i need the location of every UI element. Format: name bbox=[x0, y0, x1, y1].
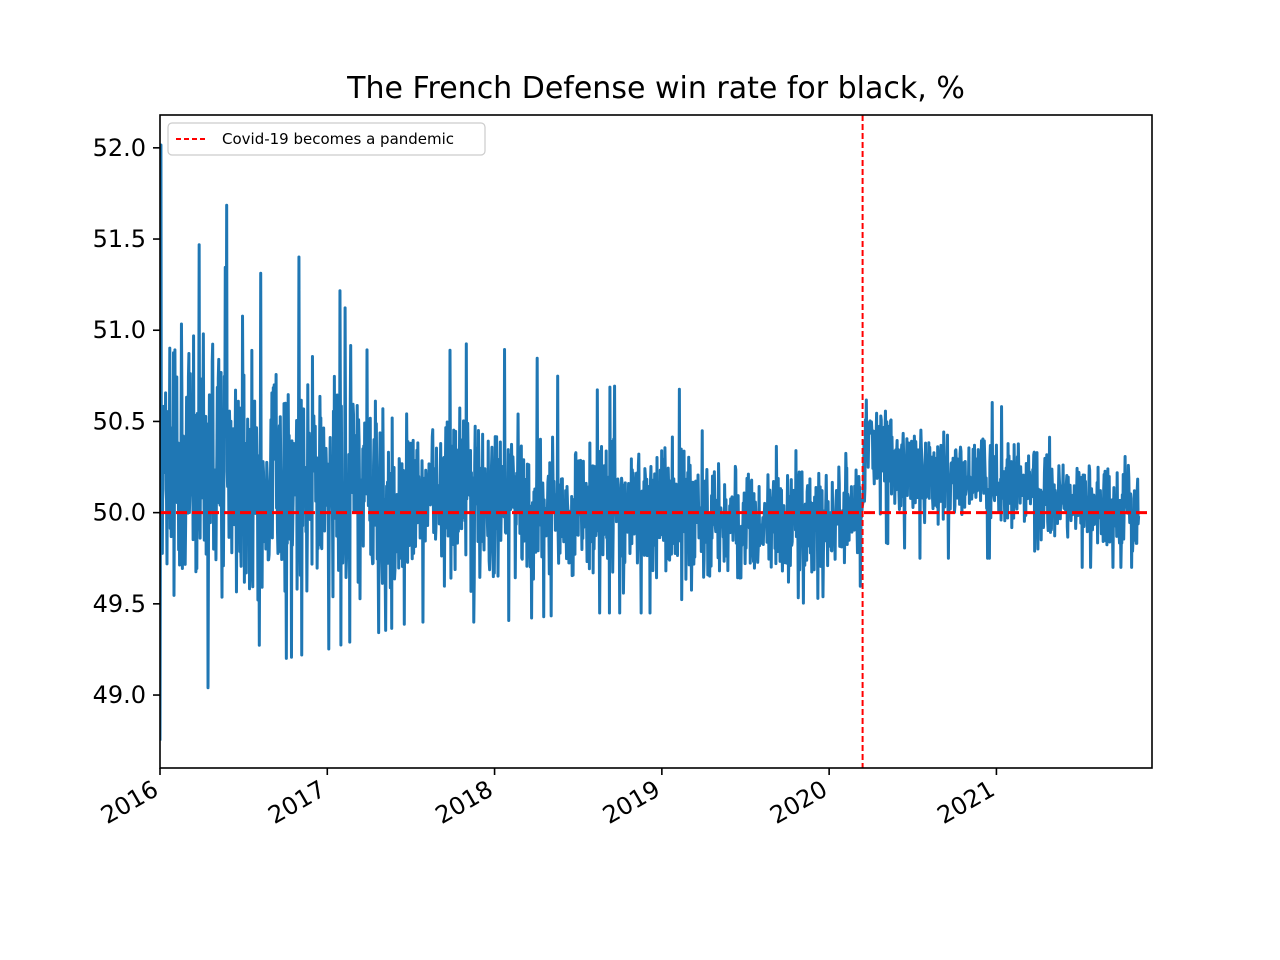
plot-area bbox=[160, 143, 1141, 741]
legend-label-covid: Covid-19 becomes a pandemic bbox=[222, 130, 454, 148]
y-tick-label: 51.5 bbox=[93, 225, 146, 253]
y-tick-label: 50.0 bbox=[93, 499, 146, 527]
y-tick-label: 50.5 bbox=[93, 407, 146, 435]
y-tick-label: 52.0 bbox=[93, 134, 146, 162]
plot-frame bbox=[159, 114, 1153, 769]
y-tick-label: 49.5 bbox=[93, 590, 146, 618]
chart-title: The French Defense win rate for black, % bbox=[346, 71, 965, 106]
legend-box bbox=[167, 122, 486, 156]
y-tick-label: 51.0 bbox=[93, 316, 146, 344]
y-tick-label: 49.0 bbox=[93, 681, 146, 709]
series-line-0 bbox=[160, 143, 1141, 741]
reference-lines bbox=[160, 115, 1152, 768]
legend: Covid-19 becomes a pandemic bbox=[167, 122, 486, 156]
